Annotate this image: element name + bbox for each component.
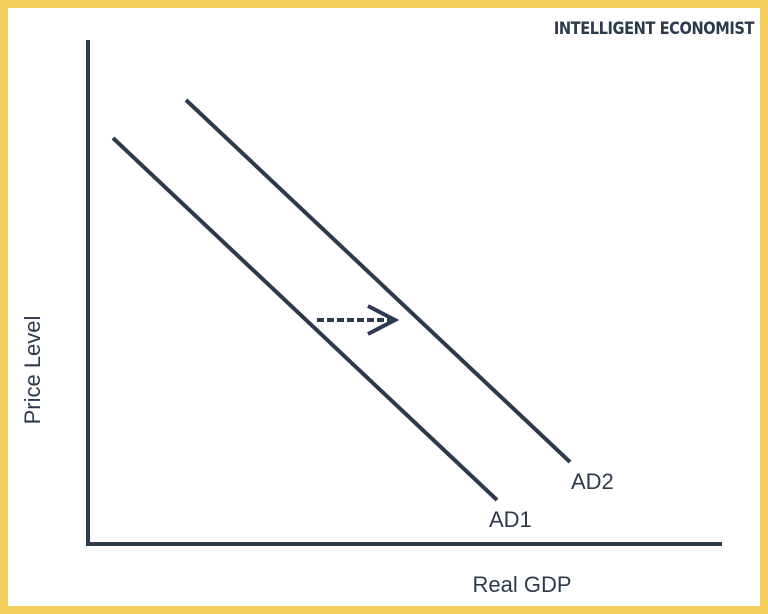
- arrow-head: [367, 304, 400, 336]
- y-axis-label: Price Level: [20, 316, 45, 425]
- curve-label: AD2: [571, 469, 614, 494]
- ad2-curve: [184, 98, 572, 464]
- ad1-curve: [111, 136, 499, 502]
- brand: INTELLIGENT ECONOMIST: [554, 18, 755, 38]
- x-axis-label: Real GDP: [472, 572, 571, 597]
- curve-label: AD1: [489, 507, 532, 532]
